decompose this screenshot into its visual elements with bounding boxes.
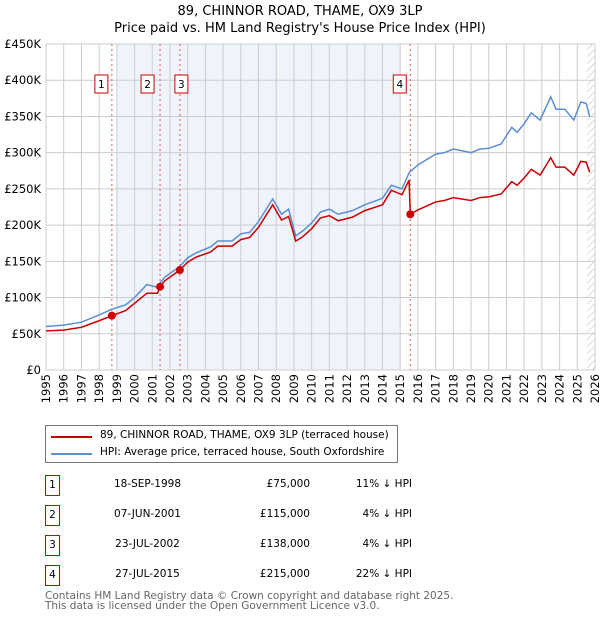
footer-licence: This data is licensed under the Open Gov… <box>45 600 380 612</box>
x-tick-label: 2023 <box>535 374 549 403</box>
legend-label: HPI: Average price, terraced house, Sout… <box>100 446 385 458</box>
sale-hpi-diff: 4% ↓ HPI <box>362 538 412 550</box>
sale-date: 07-JUN-2001 <box>114 508 181 520</box>
table-row: 3 23-JUL-2002 £138,000 4% ↓ HPI <box>45 535 412 556</box>
footer-copyright: Contains HM Land Registry data © Crown c… <box>45 590 454 602</box>
sale-price: £215,000 <box>259 568 310 580</box>
x-tick-label: 2024 <box>553 374 567 403</box>
sale-price: £75,000 <box>266 478 310 490</box>
sale-date: 27-JUL-2015 <box>115 568 180 580</box>
hpi-line <box>45 95 591 328</box>
plot-frame <box>45 43 596 371</box>
sale-point <box>156 282 165 291</box>
x-tick-label: 2021 <box>499 374 513 403</box>
x-tick-label: 1997 <box>74 374 88 403</box>
sale-label: 4 <box>396 79 403 91</box>
sale-label: 1 <box>98 79 105 91</box>
x-tick-label: 2011 <box>322 374 336 403</box>
sale-date: 23-JUL-2002 <box>115 538 180 550</box>
x-tick-label: 2010 <box>305 374 319 403</box>
y-tick-label: £100K <box>4 291 41 305</box>
sale-label-box <box>94 74 109 94</box>
sale-point <box>175 266 184 275</box>
x-tick-label: 1999 <box>110 374 124 403</box>
x-tick-label: 2026 <box>588 374 600 403</box>
sale-date: 18-SEP-1998 <box>113 478 182 490</box>
sale-number: 1 <box>45 475 60 496</box>
y-tick-label: £0 <box>26 363 41 377</box>
y-tick-label: £450K <box>4 37 41 51</box>
x-tick-label: 2020 <box>482 374 496 403</box>
sale-number: 4 <box>45 565 60 586</box>
x-tick-label: 2007 <box>252 374 266 403</box>
sale-point <box>406 210 415 219</box>
sale-hpi-diff: 4% ↓ HPI <box>362 508 412 520</box>
chart-title: 89, CHINNOR ROAD, THAME, OX9 3LP <box>177 4 423 19</box>
table-row: 2 07-JUN-2001 £115,000 4% ↓ HPI <box>45 505 412 526</box>
x-tick-label: 2016 <box>411 374 425 403</box>
x-tick-label: 2005 <box>216 374 230 403</box>
x-tick-label: 2004 <box>198 374 212 403</box>
x-tick-label: 2017 <box>429 374 443 403</box>
price-chart: £0 £50K £100K £150K £200K £250K £300K £350K £400… <box>4 37 600 403</box>
x-tick-label: 2013 <box>358 374 372 403</box>
x-tick-label: 2006 <box>234 374 248 403</box>
sale-price: £115,000 <box>259 508 310 520</box>
sale-price: £138,000 <box>259 538 310 550</box>
x-tick-label: 2003 <box>181 374 195 403</box>
x-tick-label: 2025 <box>570 374 584 403</box>
sale-hpi-diff: 22% ↓ HPI <box>355 568 412 580</box>
x-tick-label: 2002 <box>163 374 177 403</box>
y-tick-label: £150K <box>4 254 41 268</box>
sale-label-box <box>392 74 407 94</box>
y-tick-label: £350K <box>4 109 41 123</box>
x-tick-label: 2012 <box>340 374 354 403</box>
chart-subtitle: Price paid vs. HM Land Registry's House … <box>114 21 486 36</box>
sale-point <box>107 311 116 320</box>
x-tick-label: 1995 <box>39 374 53 403</box>
y-tick-label: £400K <box>4 73 41 87</box>
sale-label: 2 <box>144 79 151 91</box>
y-tick-label: £300K <box>4 146 41 160</box>
legend-label: 89, CHINNOR ROAD, THAME, OX9 3LP (terrac… <box>100 429 389 441</box>
sale-label-box <box>174 74 189 94</box>
legend: 89, CHINNOR ROAD, THAME, OX9 3LP (terrac… <box>45 425 398 463</box>
x-tick-label: 2022 <box>517 374 531 403</box>
x-tick-label: 2019 <box>464 374 478 403</box>
sale-label: 3 <box>178 79 185 91</box>
sale-hpi-diff: 11% ↓ HPI <box>355 478 412 490</box>
forecast-hatch <box>587 44 595 370</box>
x-tick-label: 2014 <box>375 374 389 403</box>
y-tick-label: £250K <box>4 182 41 196</box>
x-tick-label: 2018 <box>446 374 460 403</box>
sale-number: 2 <box>45 505 60 526</box>
legend-swatch-red <box>51 436 92 438</box>
x-tick-label: 2009 <box>287 374 301 403</box>
sale-label-box <box>140 74 155 94</box>
x-tick-label: 2015 <box>393 374 407 403</box>
x-tick-label: 2000 <box>128 374 142 403</box>
table-row: 4 27-JUL-2015 £215,000 22% ↓ HPI <box>45 565 412 586</box>
x-tick-label: 1996 <box>57 374 71 403</box>
y-tick-label: £50K <box>12 327 42 341</box>
x-tick-label: 2008 <box>269 374 283 403</box>
sale-number: 3 <box>45 535 60 556</box>
table-row: 1 18-SEP-1998 £75,000 11% ↓ HPI <box>45 475 412 496</box>
y-tick-label: £200K <box>4 218 41 232</box>
legend-swatch-blue <box>51 453 92 455</box>
x-tick-label: 2001 <box>145 374 159 403</box>
x-tick-label: 1998 <box>92 374 106 403</box>
